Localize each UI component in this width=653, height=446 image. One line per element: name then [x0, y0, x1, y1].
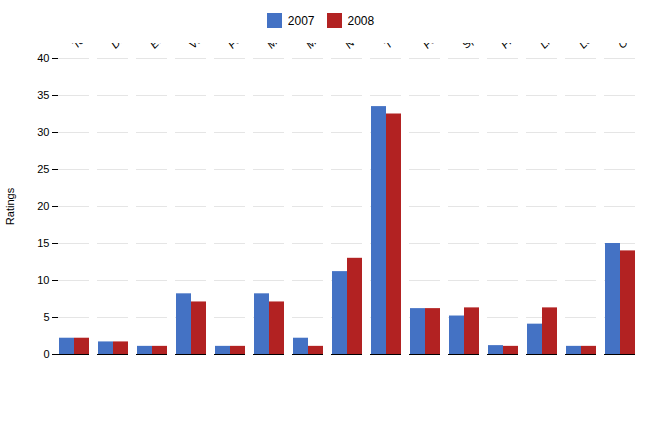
svg-text:0: 0 — [43, 348, 49, 360]
svg-text:15: 15 — [37, 237, 49, 249]
svg-text:25: 25 — [37, 163, 49, 175]
svg-text:Feature: Feature — [420, 43, 455, 51]
svg-text:Movie: Movie — [264, 43, 293, 51]
svg-text:40: 40 — [37, 52, 49, 64]
svg-text:Music: Music — [303, 43, 332, 51]
svg-text:Teenager: Teenager — [69, 43, 111, 51]
svg-text:Others: Others — [615, 43, 647, 51]
svg-text:TV Drama: TV Drama — [381, 43, 425, 51]
svg-text:Drama and Play: Drama and Play — [108, 43, 173, 51]
html-text:2008: 2008 — [347, 13, 375, 28]
svg-text:Ratings: Ratings — [4, 187, 16, 225]
svg-text:20: 20 — [37, 200, 49, 212]
svg-text:Sports: Sports — [459, 43, 490, 51]
svg-text:Life: Life — [537, 43, 558, 51]
svg-text:Foreign Language: Foreign Language — [225, 43, 297, 51]
svg-text:News: News — [342, 43, 370, 51]
svg-text:Variety: Variety — [186, 43, 219, 51]
svg-text:Financial and...: Financial and... — [498, 43, 559, 51]
html-text:2007: 2007 — [287, 13, 315, 28]
svg-text:35: 35 — [37, 89, 49, 101]
svg-text:5: 5 — [43, 311, 49, 323]
svg-text:10: 10 — [37, 274, 49, 286]
svg-text:Legal: Legal — [576, 43, 604, 51]
svg-text:30: 30 — [37, 126, 49, 138]
